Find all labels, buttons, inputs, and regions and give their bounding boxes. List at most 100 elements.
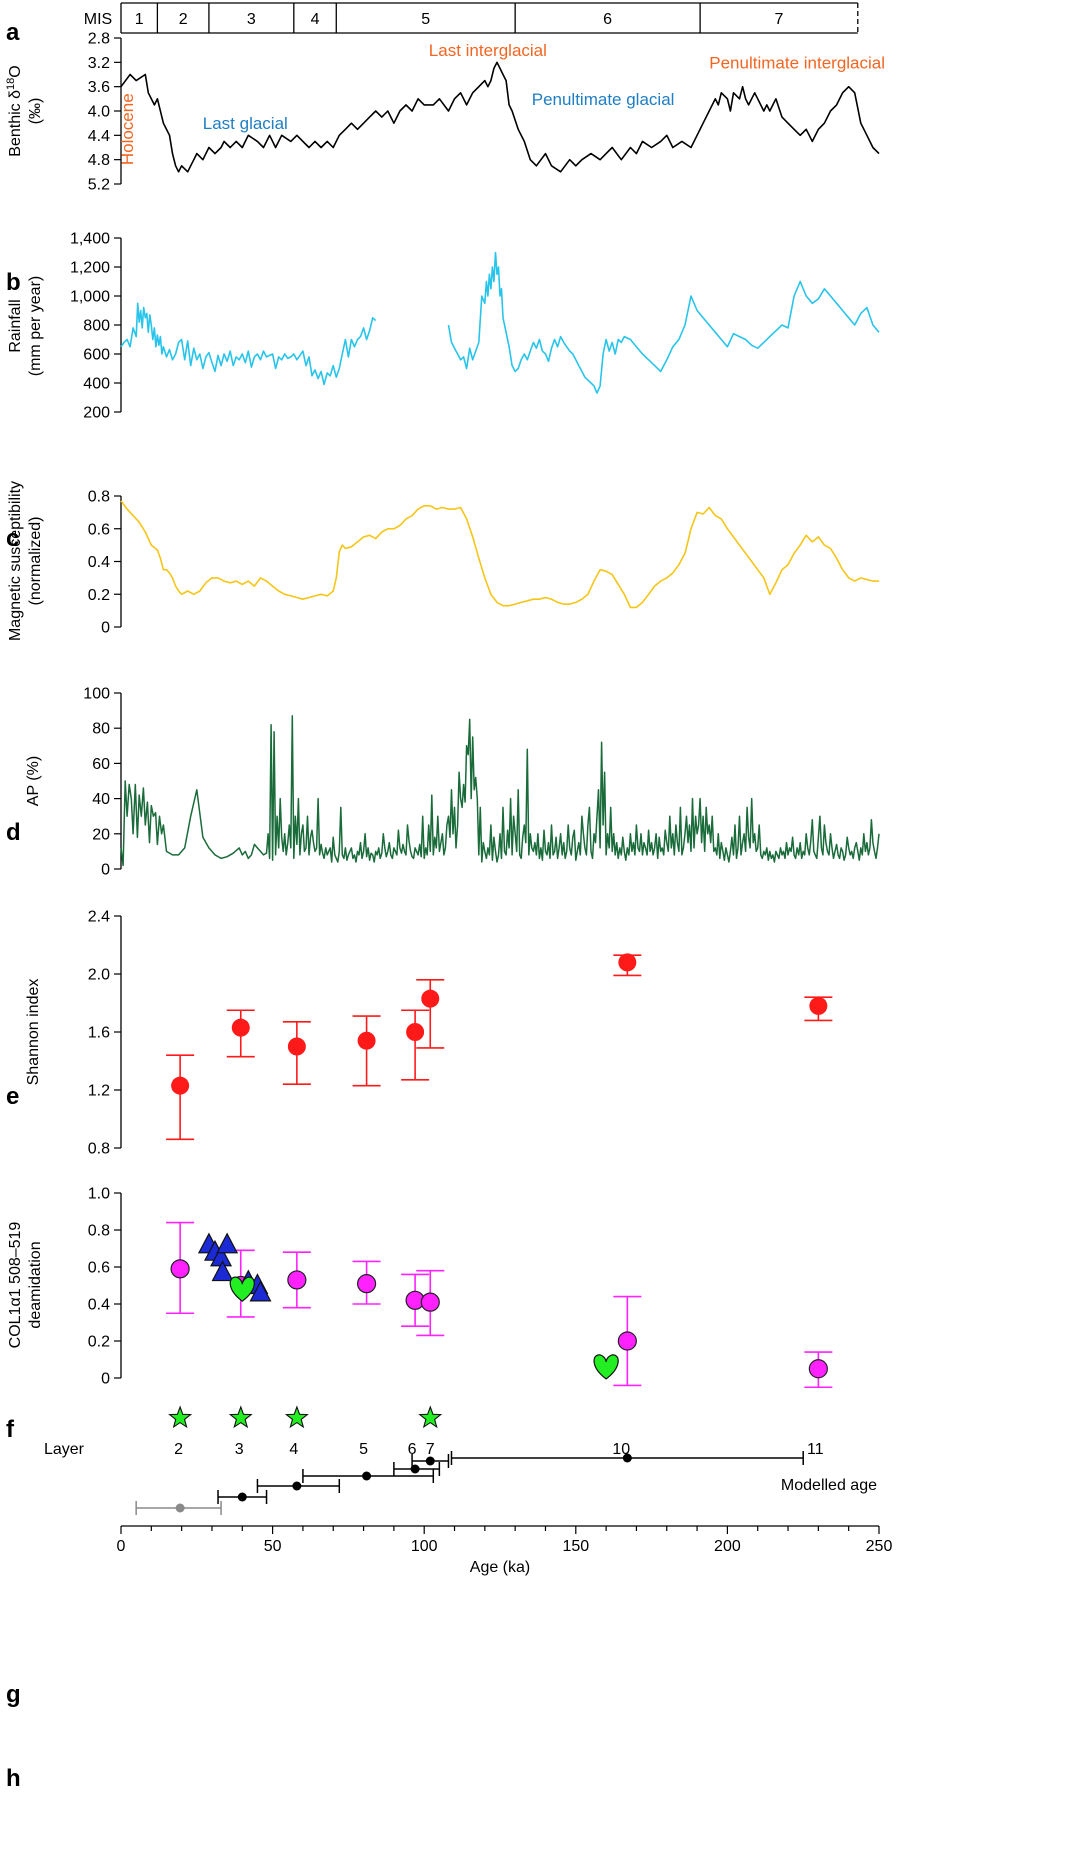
mis-stage-label: 2 bbox=[179, 11, 188, 28]
mis-stage-label: 6 bbox=[603, 11, 612, 28]
panel-a-annotation: Holocene bbox=[118, 93, 137, 165]
panel-g-layer-number: 4 bbox=[289, 1441, 298, 1458]
panel-b-y-tick-label: 1,000 bbox=[70, 289, 110, 306]
panel-g-layer-number: 10 bbox=[612, 1441, 630, 1458]
mis-stage-label: 1 bbox=[135, 11, 144, 28]
panel-b-series-line bbox=[120, 302, 377, 386]
panel-b-y-tick-label: 1,200 bbox=[70, 260, 110, 277]
panel-g-layer-number: 3 bbox=[235, 1441, 244, 1458]
panel-a-y-axis-title-part: 18 bbox=[5, 78, 17, 90]
panel-f-heart-point bbox=[593, 1354, 619, 1380]
panel-h-modelled-age: Modelled age bbox=[135, 1451, 877, 1515]
panel-b-y-tick-label: 200 bbox=[83, 405, 110, 422]
mis-stage-label: 7 bbox=[774, 11, 783, 28]
panel-h-age-point bbox=[175, 1503, 185, 1513]
panel-e-shannon-index: 2.4 2.0 1.6 1.2 0.8 Shannon index bbox=[25, 909, 833, 1158]
panel-b-y-axis-title-line: (mm per year) bbox=[27, 276, 44, 376]
panel-f-y-tick-label: 0.8 bbox=[88, 1223, 110, 1240]
panel-f-point bbox=[170, 1259, 190, 1279]
panel-a-y-tick-label: 3.6 bbox=[88, 79, 110, 96]
panel-h-age-point bbox=[425, 1456, 435, 1466]
panel-d-y-axis-title-line: AP (%) bbox=[25, 756, 42, 806]
panel-c-series-line bbox=[120, 500, 879, 609]
panel-d-series-line bbox=[120, 715, 880, 867]
panel-c-y-axis-title: Magnetic susceptibility (normalized) bbox=[7, 481, 44, 641]
panel-a-series-line bbox=[120, 61, 880, 173]
panel-a-y-tick-label: 5.2 bbox=[88, 177, 110, 194]
panel-g-star bbox=[168, 1405, 193, 1429]
panel-f-heart-point bbox=[229, 1276, 255, 1302]
panel-c-y-axis-title-line: (normalized) bbox=[27, 517, 44, 606]
panel-h-age-point bbox=[410, 1464, 420, 1474]
panel-a-y-axis-title-part: O bbox=[7, 65, 24, 77]
panel-d-y-tick-label: 20 bbox=[92, 826, 110, 843]
x-axis-tick-label: 250 bbox=[866, 1538, 893, 1555]
panel-d-y-tick-label: 40 bbox=[92, 791, 110, 808]
panel-e-y-tick-label: 1.6 bbox=[88, 1025, 110, 1042]
mis-label: MIS bbox=[84, 11, 112, 28]
panel-f-point bbox=[420, 1292, 440, 1312]
panel-g-layer-number: 7 bbox=[426, 1441, 435, 1458]
panel-e-point bbox=[618, 953, 637, 972]
panel-f-y-tick-label: 0.4 bbox=[88, 1297, 110, 1314]
panel-c-y-tick-label: 0 bbox=[101, 620, 110, 637]
x-axis-tick-label: 150 bbox=[562, 1538, 589, 1555]
panel-f-y-tick-label: 0.2 bbox=[88, 1334, 110, 1351]
panel-g-star bbox=[418, 1405, 443, 1429]
panel-f-point bbox=[356, 1274, 377, 1294]
panel-b-rainfall: 1,400 1,200 1,000 800 600 400 200 Rainfall (mm p… bbox=[7, 231, 880, 422]
panel-g-star bbox=[284, 1405, 309, 1429]
panel-a-y-tick-label: 4.8 bbox=[88, 152, 110, 169]
panel-c-y-tick-label: 0.4 bbox=[88, 554, 110, 571]
panel-f-y-axis-title-line: deamidation bbox=[27, 1241, 44, 1328]
panel-label-f: f bbox=[6, 1416, 15, 1443]
panel-a-annotation: Penultimate glacial bbox=[532, 90, 675, 109]
panel-g-star bbox=[228, 1405, 253, 1429]
panel-g-layer-number: 5 bbox=[359, 1441, 368, 1458]
panel-h-age-point bbox=[362, 1471, 372, 1481]
panel-g-layer-label: Layer bbox=[44, 1441, 85, 1458]
panel-f-y-axis-title-line: COL1α1 508–519 bbox=[7, 1222, 24, 1349]
panel-g-layer-number: 2 bbox=[174, 1441, 183, 1458]
panel-d-arboreal-pollen: 100 80 60 40 20 0 AP (%) bbox=[25, 686, 880, 879]
panel-c-y-axis-title-line: Magnetic susceptibility bbox=[7, 481, 24, 641]
panel-c-y-tick-label: 0.2 bbox=[88, 587, 110, 604]
panel-e-y-tick-label: 0.8 bbox=[88, 1141, 110, 1158]
panel-e-y-tick-label: 2.0 bbox=[88, 967, 110, 984]
panel-h-age-point bbox=[292, 1481, 302, 1491]
panel-d-y-tick-label: 100 bbox=[83, 686, 110, 703]
mis-stage-label: 5 bbox=[421, 11, 430, 28]
panel-b-series-line bbox=[447, 251, 880, 394]
panel-h-caption: Modelled age bbox=[781, 1477, 877, 1494]
panel-label-c: c bbox=[6, 525, 19, 552]
x-axis-tick-label: 50 bbox=[264, 1538, 282, 1555]
panel-g-layers: Layer 2 3 4 5 6 7 10 11 bbox=[44, 1405, 824, 1458]
panel-a-y-tick-label: 4.4 bbox=[88, 128, 110, 145]
panel-c-magnetic-susceptibility: 0.8 0.6 0.4 0.2 0 Magnetic susceptibility (nor… bbox=[7, 481, 879, 641]
panel-f-triangle-point bbox=[216, 1232, 239, 1254]
panel-d-y-tick-label: 80 bbox=[92, 721, 110, 738]
panel-f-point bbox=[808, 1359, 828, 1379]
mis-stage-bar: MIS 1 2 3 4 5 6 7 bbox=[84, 2, 859, 34]
panel-e-y-tick-label: 1.2 bbox=[88, 1083, 110, 1100]
panel-e-y-axis-title: Shannon index bbox=[25, 979, 42, 1086]
panel-d-y-axis-title: AP (%) bbox=[25, 756, 42, 806]
panel-b-y-axis-title-line: Rainfall bbox=[7, 299, 24, 352]
panel-f-point bbox=[617, 1331, 637, 1351]
panel-a-y-axis-title: Benthic δ18O bbox=[5, 65, 24, 156]
panel-f-y-tick-label: 0.6 bbox=[88, 1260, 110, 1277]
panel-a-y-axis-unit: (‰) bbox=[27, 98, 44, 125]
panel-f-y-tick-label: 1.0 bbox=[88, 1186, 110, 1203]
panel-e-point bbox=[421, 989, 440, 1008]
x-axis-title: Age (ka) bbox=[470, 1559, 530, 1576]
x-axis-tick-label: 100 bbox=[411, 1538, 438, 1555]
panel-e-point bbox=[231, 1018, 250, 1037]
panel-f-triangle-point bbox=[211, 1260, 234, 1282]
panel-label-a: a bbox=[6, 19, 20, 46]
panel-e-point bbox=[406, 1023, 425, 1041]
panel-e-point bbox=[357, 1031, 376, 1050]
panel-label-d: d bbox=[6, 819, 21, 846]
panel-f-y-axis-title: COL1α1 508–519 deamidation bbox=[7, 1222, 44, 1349]
